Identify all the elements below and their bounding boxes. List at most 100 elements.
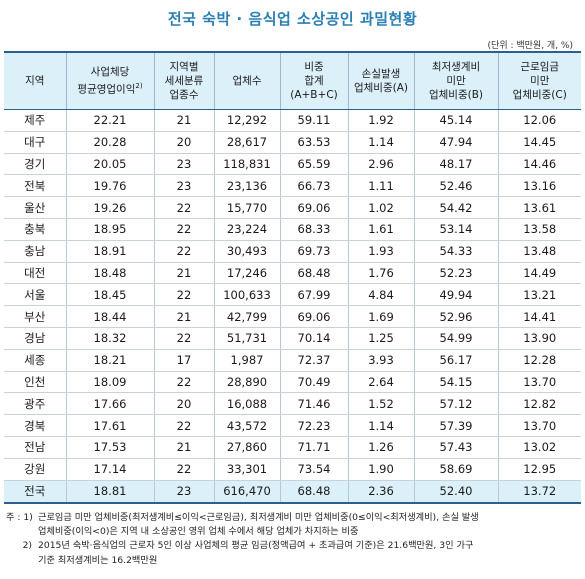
column-header-line: 업체수 <box>232 75 262 87</box>
column-header: 근로임금 미만 업체비중(C) <box>497 51 581 110</box>
value-cell: 57.12 <box>413 392 498 416</box>
value-cell: 54.99 <box>413 327 498 350</box>
value-cell: 73.54 <box>279 458 348 481</box>
column-header-line: 업체비중(B) <box>428 89 484 101</box>
column-header-line: 근로임금 <box>520 61 560 73</box>
value-cell: 20 <box>153 392 214 416</box>
value-cell: 52.46 <box>413 174 498 198</box>
footnote-prefix: 주 : <box>6 512 21 523</box>
value-cell: 14.49 <box>497 262 581 285</box>
column-header: 사업체당 평균영업이익2) <box>65 51 154 110</box>
value-cell: 33,301 <box>213 458 280 481</box>
table-row: 광주 17.66 20 16,088 71.46 1.52 57.12 12.82 <box>4 392 581 416</box>
value-cell: 21 <box>153 109 214 132</box>
table-row: 충남 18.91 22 30,493 69.73 1.93 54.33 13.48 <box>4 240 581 263</box>
region-cell: 대구 <box>4 131 66 154</box>
region-cell: 경남 <box>4 327 66 350</box>
value-cell: 13.02 <box>497 436 581 459</box>
footnote-number: 2) <box>22 540 32 552</box>
value-cell: 13.16 <box>497 174 581 198</box>
data-table: 지역 사업체당 평균영업이익2) 지역별 세세분류 업종수 업체수 비중 합계 (A+B+C) 손실… <box>4 51 581 504</box>
footnote-text: 근로임금 미만 업체비중(최저생계비≤이익<근로임금), 최저생계비 미만 업체… <box>38 512 479 523</box>
value-cell: 17,246 <box>213 262 280 285</box>
value-cell: 42,799 <box>213 305 280 328</box>
column-header-line: 지역별 <box>169 61 199 73</box>
region-cell: 광주 <box>4 392 66 416</box>
value-cell: 2.96 <box>347 153 414 176</box>
value-cell: 23,224 <box>213 218 280 241</box>
value-cell: 100,633 <box>213 283 280 307</box>
value-cell: 21 <box>153 305 214 328</box>
value-cell: 1.76 <box>347 262 414 285</box>
value-cell: 52.40 <box>413 479 498 504</box>
footnote-2-continued: 기준 최저생계비는 16.2백만원 <box>6 554 581 568</box>
value-cell: 17.61 <box>65 414 154 437</box>
value-cell: 68.48 <box>279 262 348 285</box>
value-cell: 23 <box>153 174 214 198</box>
value-cell: 18.81 <box>65 479 154 504</box>
table-row: 경북 17.61 22 43,572 72.23 1.14 57.39 13.70 <box>4 414 581 437</box>
region-cell: 세종 <box>4 349 66 372</box>
value-cell: 45.14 <box>413 109 498 132</box>
value-cell: 13.70 <box>497 371 581 394</box>
value-cell: 18.09 <box>65 371 154 394</box>
page-title: 전국 숙박 · 음식업 소상공인 과밀현황 <box>167 10 418 28</box>
column-header-line: 비중 <box>304 61 324 73</box>
value-cell: 47.94 <box>413 131 498 154</box>
region-cell: 서울 <box>4 283 66 307</box>
value-cell: 48.17 <box>413 153 498 176</box>
value-cell: 1.52 <box>347 392 414 416</box>
table-row: 인천 18.09 22 28,890 70.49 2.64 54.15 13.70 <box>4 371 581 394</box>
table-row: 강원 17.14 22 33,301 73.54 1.90 58.69 12.95 <box>4 458 581 481</box>
column-header-line: 합계 <box>304 75 324 87</box>
header-footnote-mark: 2) <box>135 82 143 91</box>
value-cell: 21 <box>153 436 214 459</box>
value-cell: 71.46 <box>279 392 348 416</box>
value-cell: 23 <box>153 479 214 504</box>
value-cell: 54.15 <box>413 371 498 394</box>
value-cell: 14.46 <box>497 153 581 176</box>
column-header-line: 손실발생 <box>361 68 401 80</box>
value-cell: 52.23 <box>413 262 498 285</box>
value-cell: 13.21 <box>497 283 581 307</box>
value-cell: 14.45 <box>497 131 581 154</box>
column-header: 업체수 <box>213 51 280 110</box>
value-cell: 12,292 <box>213 109 280 132</box>
table-row: 제주 22.21 21 12,292 59.11 1.92 45.14 12.06 <box>4 109 581 132</box>
table-row: 세종 18.21 17 1,987 72.37 3.93 56.17 12.28 <box>4 349 581 372</box>
value-cell: 69.06 <box>279 196 348 219</box>
value-cell: 23 <box>153 153 214 176</box>
value-cell: 54.33 <box>413 240 498 263</box>
column-header: 지역별 세세분류 업종수 <box>153 51 214 110</box>
table-row: 전북 19.76 23 23,136 66.73 1.11 52.46 13.16 <box>4 174 581 198</box>
footnote-number: 1) <box>23 512 33 523</box>
value-cell: 1.93 <box>347 240 414 263</box>
total-row: 전국 18.81 23 616,470 68.48 2.36 52.40 13.72 <box>4 479 581 504</box>
value-cell: 1.90 <box>347 458 414 481</box>
value-cell: 1,987 <box>213 349 280 372</box>
value-cell: 3.93 <box>347 349 414 372</box>
value-cell: 23,136 <box>213 174 280 198</box>
footnote-text: 2015년 숙박·음식업의 근로자 5인 이상 사업체의 평균 임금(정액급여 … <box>38 540 474 552</box>
value-cell: 59.11 <box>279 109 348 132</box>
value-cell: 15,770 <box>213 196 280 219</box>
value-cell: 118,831 <box>213 153 280 176</box>
value-cell: 49.94 <box>413 283 498 307</box>
value-cell: 17 <box>153 349 214 372</box>
unit-label: (단위 : 백만원, 개, %) <box>487 41 573 51</box>
column-header-line: 평균영업이익 <box>77 83 136 96</box>
value-cell: 1.92 <box>347 109 414 132</box>
value-cell: 1.69 <box>347 305 414 328</box>
table-row: 경남 18.32 22 51,731 70.14 1.25 54.99 13.90 <box>4 327 581 350</box>
footnote-2: 2) 2015년 숙박·음식업의 근로자 5인 이상 사업체의 평균 임금(정액… <box>6 539 581 553</box>
column-header: 지역 <box>4 51 66 110</box>
value-cell: 13.90 <box>497 327 581 350</box>
value-cell: 13.72 <box>497 479 581 504</box>
region-cell: 부산 <box>4 305 66 328</box>
value-cell: 22 <box>153 414 214 437</box>
value-cell: 1.61 <box>347 218 414 241</box>
value-cell: 28,890 <box>213 371 280 394</box>
column-header-line: 지역 <box>25 75 45 87</box>
region-cell: 충북 <box>4 218 66 241</box>
